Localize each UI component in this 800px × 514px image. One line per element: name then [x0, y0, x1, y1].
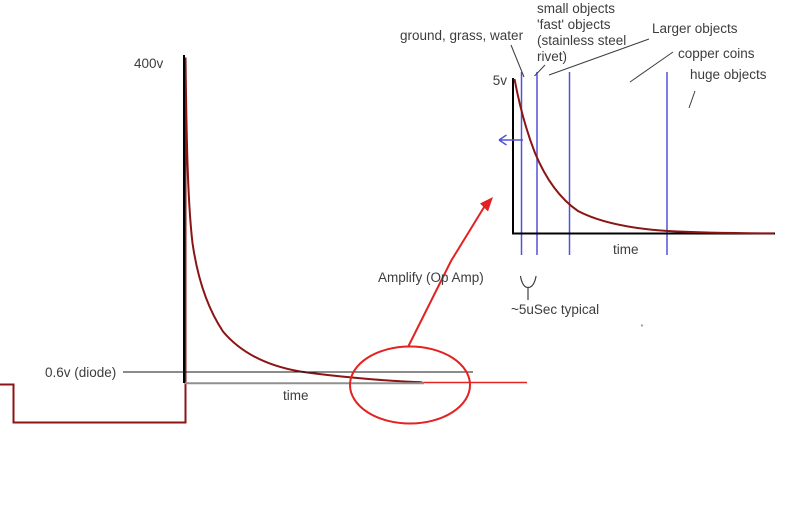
amplify-label: Amplify (Op Amp)	[378, 270, 484, 285]
timing-brace-icon	[519, 275, 537, 301]
label-small-1: small objects	[537, 1, 615, 16]
label-larger: Larger objects	[652, 21, 738, 36]
highlight-ellipse	[349, 345, 471, 425]
leader-ground	[510, 44, 525, 78]
timing-label: ~5uSec typical	[511, 302, 599, 317]
label-small-3: (stainless steel	[537, 33, 626, 48]
stray-mark	[640, 324, 644, 327]
main-time-label: time	[283, 388, 309, 403]
leader-huge	[688, 90, 696, 109]
leader-larger	[548, 38, 650, 76]
amplify-pointer-line	[407, 203, 487, 348]
diode-threshold-label: 0.6v (diode)	[45, 365, 116, 380]
label-small-4: rivet)	[537, 49, 567, 64]
inset-graph: 5v time ~5uSec typical ground, grass, wa…	[400, 1, 775, 327]
annotations: Amplify (Op Amp)	[349, 197, 493, 425]
label-ground: ground, grass, water	[400, 28, 524, 43]
inset-decay-curve	[513, 78, 775, 235]
inset-peak-label: 5v	[493, 73, 508, 88]
leader-copper	[629, 51, 674, 83]
label-small-2: 'fast' objects	[537, 17, 611, 32]
sample-left-arrow-icon	[498, 134, 523, 146]
main-graph: 400v 0.6v (diode) time	[0, 55, 527, 424]
label-copper: copper coins	[678, 46, 755, 61]
inset-time-label: time	[613, 242, 639, 257]
amplify-arrowhead-icon	[480, 197, 493, 212]
label-huge: huge objects	[690, 67, 767, 82]
main-peak-label: 400v	[134, 56, 164, 71]
leader-small	[534, 64, 546, 77]
main-decay-curve	[0, 57, 423, 424]
